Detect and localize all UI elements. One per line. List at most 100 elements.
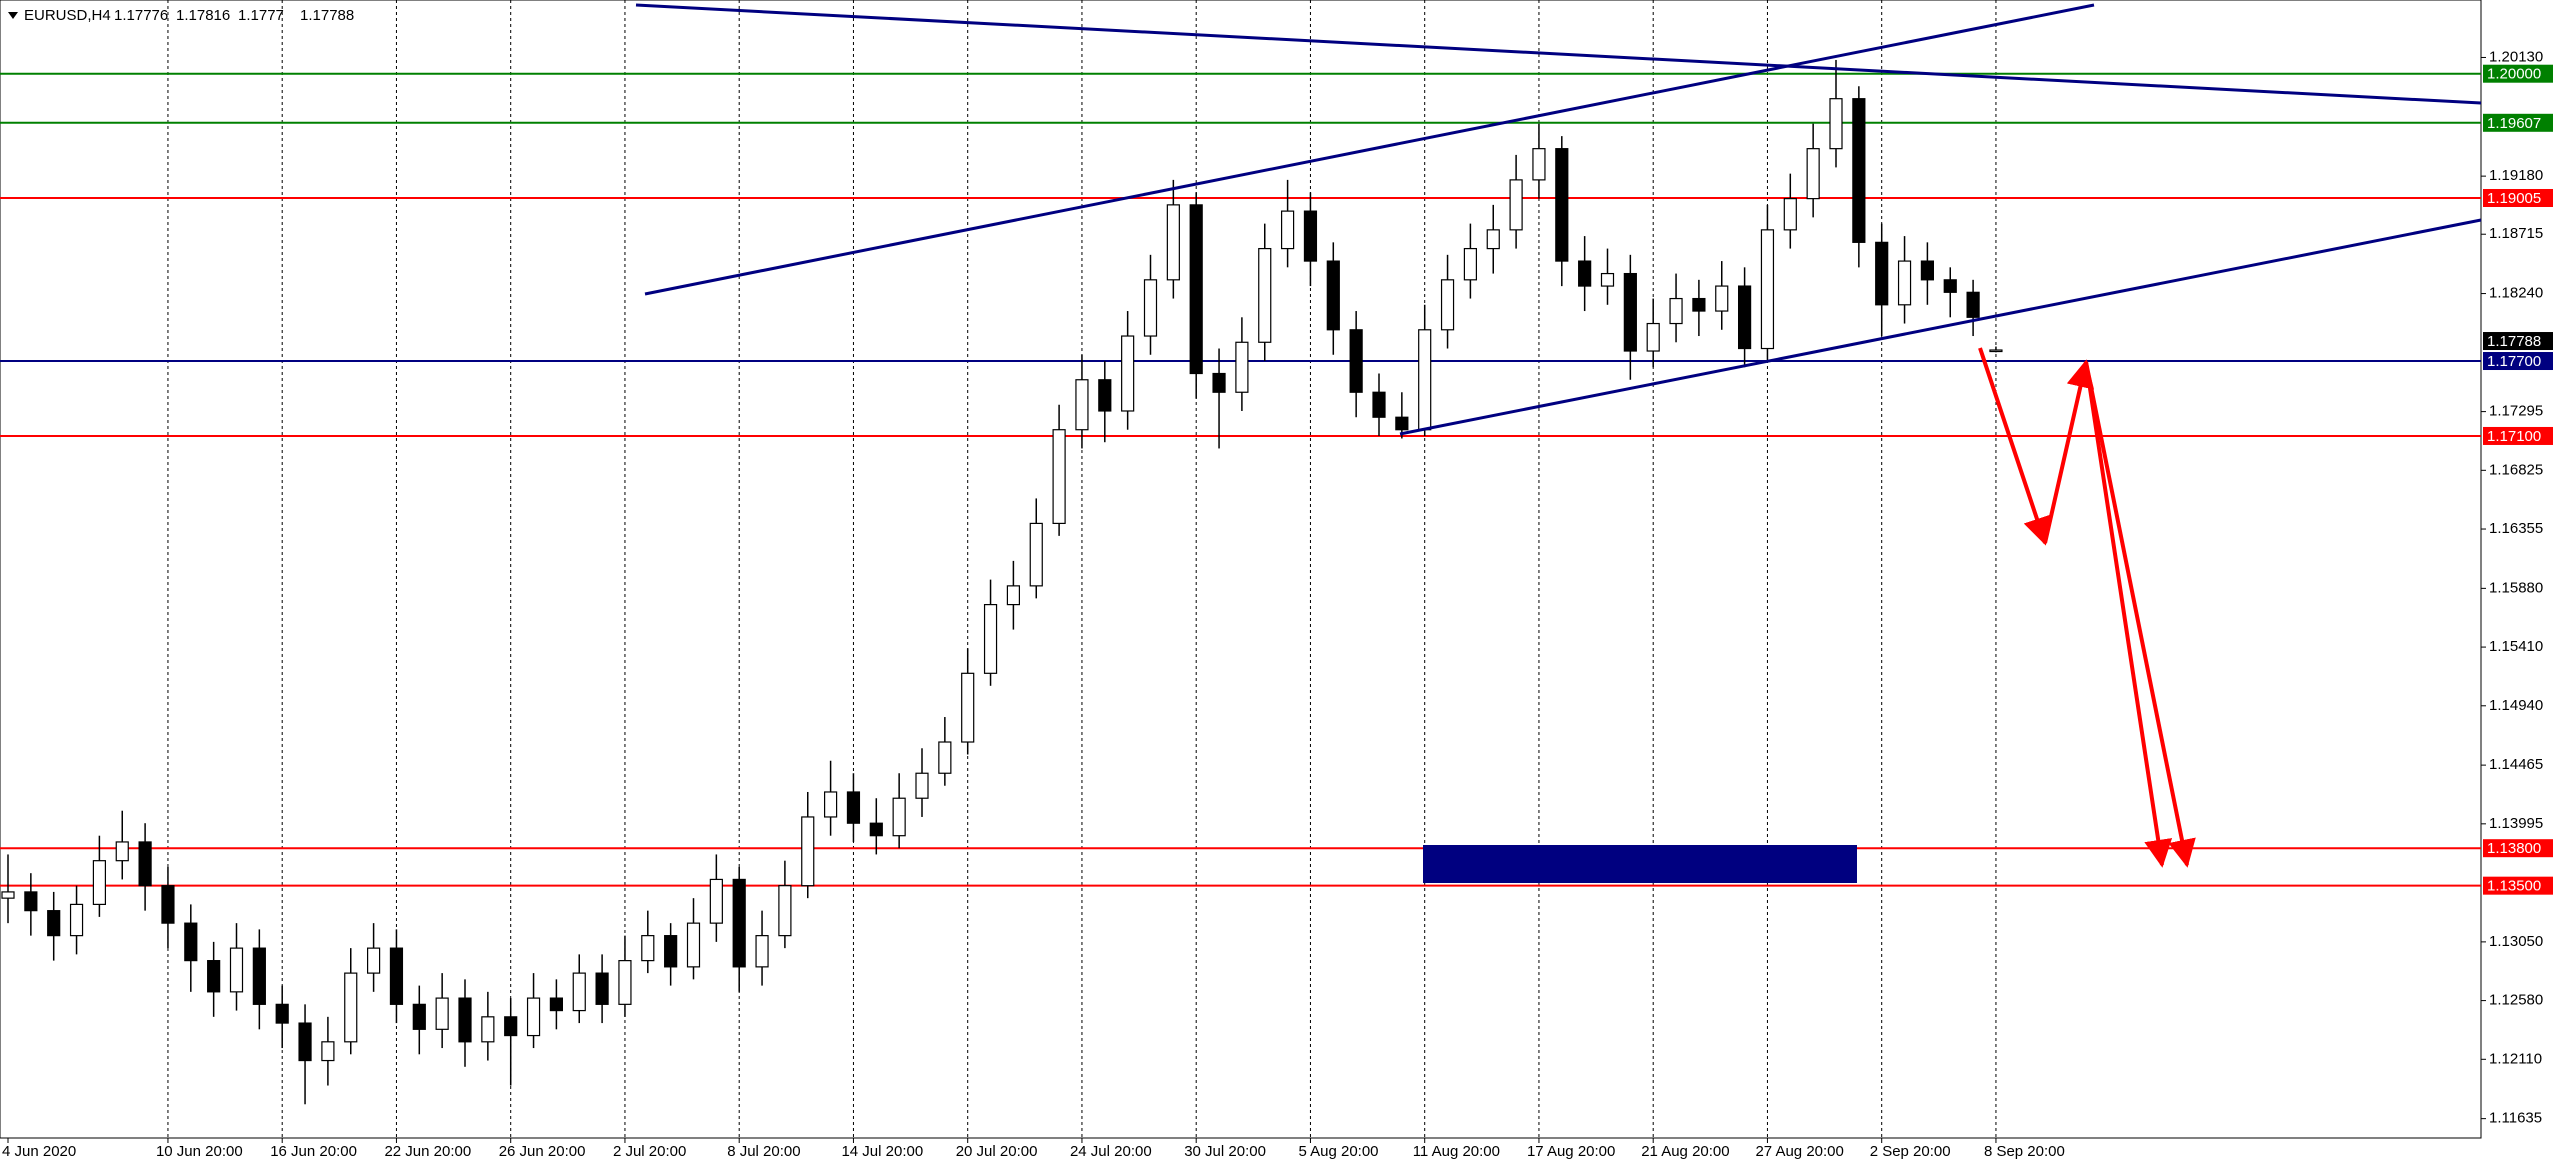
y-tick-label: 1.16355 bbox=[2489, 520, 2543, 537]
candle-body bbox=[161, 885, 175, 924]
candle-body bbox=[572, 972, 586, 1012]
candle-body bbox=[1897, 260, 1912, 306]
level-label-box bbox=[2483, 426, 2553, 445]
candle-body bbox=[1440, 279, 1455, 331]
x-tick-label: 27 Aug 20:00 bbox=[1755, 1143, 1843, 1160]
candle-body bbox=[1578, 260, 1592, 287]
candle-body bbox=[1029, 522, 1043, 587]
x-tick-label: 14 Jul 20:00 bbox=[841, 1143, 923, 1160]
candle-body bbox=[1875, 241, 1889, 306]
y-tick-label: 1.20130 bbox=[2489, 48, 2543, 65]
level-label: 1.13500 bbox=[2487, 878, 2541, 895]
candle-body bbox=[686, 922, 701, 968]
candle-body bbox=[69, 903, 84, 937]
level-label-box bbox=[2483, 839, 2553, 858]
candle-body bbox=[1098, 379, 1112, 412]
candle-body bbox=[618, 960, 632, 1005]
candle-body bbox=[229, 947, 244, 993]
x-tick-label: 5 Aug 20:00 bbox=[1298, 1143, 1378, 1160]
y-tick-label: 1.12110 bbox=[2489, 1050, 2542, 1067]
candle-body bbox=[641, 935, 655, 962]
candle-body bbox=[1372, 391, 1386, 418]
price-label-box bbox=[2483, 332, 2553, 351]
candle-body bbox=[1715, 285, 1729, 312]
arrow bbox=[1978, 347, 2051, 546]
x-tick-label: 21 Aug 20:00 bbox=[1641, 1143, 1729, 1160]
y-tick-label: 1.14940 bbox=[2489, 697, 2543, 714]
forecast-arrows bbox=[1978, 347, 2196, 868]
ohlc-open: 1.17776 bbox=[114, 7, 168, 24]
x-tick-label: 11 Aug 20:00 bbox=[1413, 1143, 1500, 1160]
level-label-box bbox=[2483, 876, 2553, 895]
candle-body bbox=[1052, 429, 1066, 525]
y-tick-label: 1.15880 bbox=[2489, 579, 2543, 596]
ohlc-high: 1.17816 bbox=[176, 7, 230, 24]
x-tick-label: 10 Jun 20:00 bbox=[156, 1143, 243, 1160]
candle-body bbox=[1783, 198, 1797, 231]
x-tick-label: 20 Jul 20:00 bbox=[956, 1143, 1038, 1160]
x-tick-label: 22 Jun 20:00 bbox=[384, 1143, 471, 1160]
candle-body bbox=[184, 922, 198, 962]
candle-body bbox=[961, 672, 975, 743]
candle-body bbox=[1235, 341, 1249, 393]
candle-body bbox=[1166, 204, 1180, 281]
ohlc-close: 1.17788 bbox=[300, 7, 354, 24]
level-label: 1.20000 bbox=[2487, 66, 2541, 83]
candle-body bbox=[801, 816, 815, 887]
candle-body bbox=[481, 1016, 495, 1043]
candle-body bbox=[367, 947, 381, 974]
candle-body bbox=[435, 997, 449, 1030]
y-tick-label: 1.18240 bbox=[2489, 285, 2543, 302]
symbol-label: EURUSD,H4 bbox=[24, 7, 111, 24]
trend-line bbox=[644, 3, 2095, 296]
candle-body bbox=[1966, 291, 1980, 318]
y-tick-label: 1.14465 bbox=[2489, 756, 2543, 773]
y-tick-label: 1.18715 bbox=[2489, 225, 2543, 242]
candle-body bbox=[1509, 179, 1523, 231]
candle-body bbox=[1829, 98, 1843, 150]
y-tick-label: 1.13050 bbox=[2489, 933, 2543, 950]
candle-body bbox=[1121, 335, 1135, 412]
plot-area bbox=[0, 0, 2482, 1139]
candle-body bbox=[47, 910, 61, 937]
candle-body bbox=[1463, 247, 1478, 281]
candle-body bbox=[1555, 148, 1569, 262]
candle-body bbox=[1, 891, 15, 899]
y-tick-label: 1.12580 bbox=[2489, 992, 2543, 1009]
candle-body bbox=[1486, 229, 1500, 250]
candle-body bbox=[1418, 329, 1432, 431]
x-tick-label: 4 Jun 2020 bbox=[2, 1143, 76, 1160]
candle-body bbox=[252, 947, 266, 1005]
ohlc-low: 1.1777 bbox=[238, 7, 284, 24]
candle-body bbox=[1806, 148, 1820, 200]
candle-body bbox=[1920, 260, 1935, 281]
candle-body bbox=[1280, 210, 1295, 250]
x-tick-label: 30 Jul 20:00 bbox=[1184, 1143, 1266, 1160]
level-label: 1.19607 bbox=[2487, 115, 2541, 132]
menu-triangle[interactable] bbox=[8, 12, 18, 19]
candle-body bbox=[1189, 204, 1203, 375]
candle-body bbox=[138, 841, 152, 887]
candle-body bbox=[92, 860, 107, 906]
candle-body bbox=[24, 891, 38, 912]
candle-body bbox=[846, 791, 861, 824]
candle-body bbox=[321, 1041, 335, 1062]
trend-lines bbox=[635, 3, 2482, 436]
candle-body bbox=[1349, 329, 1363, 393]
y-tick-label: 1.15410 bbox=[2489, 638, 2543, 655]
candle-body bbox=[1989, 349, 2003, 353]
level-label: 1.17700 bbox=[2487, 353, 2541, 370]
level-label-box bbox=[2483, 113, 2553, 132]
candle-body bbox=[458, 997, 472, 1043]
candle-body bbox=[1669, 297, 1683, 325]
level-label-box bbox=[2483, 64, 2553, 83]
x-tick-label: 8 Jul 20:00 bbox=[727, 1143, 800, 1160]
candle-body bbox=[1600, 272, 1615, 287]
candle-body bbox=[504, 1016, 518, 1037]
x-tick-label: 16 Jun 20:00 bbox=[270, 1143, 357, 1160]
candle-body bbox=[275, 1003, 289, 1024]
x-tick-label: 8 Sep 20:00 bbox=[1984, 1143, 2065, 1160]
candle-body bbox=[778, 885, 792, 937]
candle-body bbox=[1006, 585, 1021, 606]
candle-body bbox=[207, 960, 221, 993]
